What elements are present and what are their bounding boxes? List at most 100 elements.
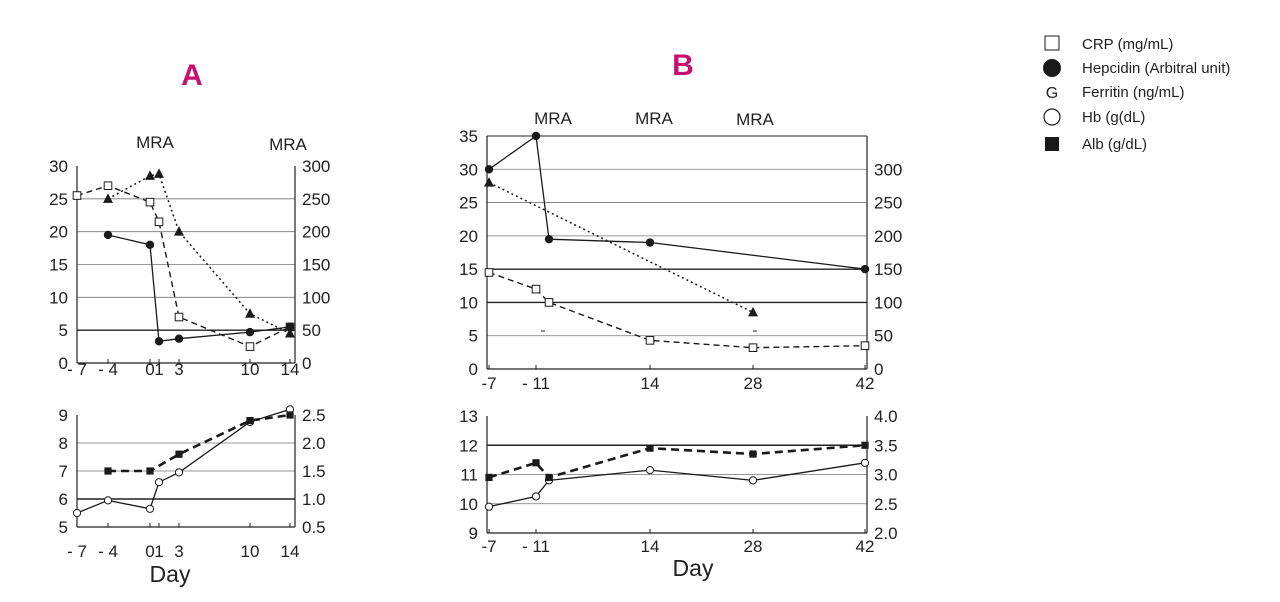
y-tick-left-label: 10 [459,293,478,312]
mra-label: MRA [136,133,174,152]
y-tick-right-label: 4.0 [874,407,898,426]
y-tick-right-label: 2.5 [302,406,326,425]
legend-marker [1043,108,1061,126]
x-tick-label: 1 [154,360,163,379]
x-tick-label: -7 [481,374,496,393]
y-tick-left-label: 20 [459,227,478,246]
y-tick-left-label: 5 [59,518,68,537]
series-line-hb-g-dl [488,462,866,508]
y-tick-left-label: 0 [59,354,68,373]
y-tick-left-label: 9 [59,406,68,425]
data-point-hepcidin-arbitral-unit [174,334,184,343]
y-tick-right-label: 100 [874,293,902,312]
y-tick-left-label: 25 [459,194,478,213]
mra-label: MRA [269,135,307,154]
x-axis-title: Day [150,561,191,587]
legend-marker [1043,59,1061,77]
legend-entry: Hb (g(dL) [1043,108,1145,126]
x-tick-label: 0 [145,360,154,379]
y-tick-right-label: 150 [302,256,330,275]
data-point-crp-mg-ml [245,342,255,351]
data-point-hb-g-dl [154,478,164,487]
x-tick-label: -7 [481,537,496,556]
legend-marker [1044,35,1060,51]
legend-entry: Alb (g/dL) [1045,136,1147,153]
legend: CRP (mg/mL) Hepcidin (Arbitral unit) G Ferr… [1043,35,1230,153]
x-tick-label: 28 [744,374,763,393]
y-tick-left-label: 5 [59,321,68,340]
y-tick-right-label: 2.0 [302,434,326,453]
data-point-hb-g-dl [484,502,494,511]
series-line-ferritin-ng-ml [488,181,754,314]
y-tick-left-label: 20 [49,223,68,242]
data-point-hepcidin-arbitral-unit [860,264,870,274]
x-tick-label: 1 [154,542,163,561]
y-tick-right-label: 3.5 [874,436,898,455]
x-tick-label: 10 [241,360,260,379]
y-tick-left-label: 13 [459,407,478,426]
data-point-alb-g-dl [286,411,294,419]
data-point-crp-mg-ml [544,298,554,307]
data-point-ferritin-ng-ml [154,168,164,178]
y-tick-left-label: 0 [469,360,478,379]
legend-marker: G [1046,85,1058,102]
y-tick-right-label: 1.0 [302,490,326,509]
mra-label: MRA [635,109,673,128]
data-point-ferritin-ng-ml [285,327,295,338]
subplot-bottom: 5 6 7 8 9 0.5 1.0 1.5 2.0 2.5 - 7 - 4 0 1 3 10 14 [59,405,326,561]
legend-label: Hb (g(dL) [1082,109,1145,126]
data-point-ferritin-ng-ml [484,177,494,187]
data-point-hb-g-dl [145,504,155,513]
y-tick-left-label: 35 [459,127,478,146]
y-tick-right-label: 2.5 [874,495,898,514]
panel-label: A [181,59,203,92]
y-tick-right-label: 300 [302,157,330,176]
y-tick-right-label: 250 [874,194,902,213]
y-tick-left-label: 5 [469,327,478,346]
y-tick-left-label: 10 [459,495,478,514]
x-tick-label: 14 [641,374,660,393]
series-line-ferritin-ng-ml [107,173,291,335]
x-tick-label: - 7 [67,360,87,379]
data-point-crp-mg-ml [145,197,155,207]
legend-entry: G Ferritin (ng/mL) [1046,84,1185,102]
x-tick-label: 14 [641,537,660,556]
panel-b: B MRA MRA MRA Day 0 5 10 15 20 25 30 35 0 50 100 150 200 2… [459,49,902,581]
panel-label: B [672,49,694,82]
data-point-hepcidin-arbitral-unit [103,230,113,240]
y-tick-left-label: 15 [49,256,68,275]
y-tick-right-label: 0 [874,360,883,379]
y-tick-right-label: 1.5 [302,462,326,481]
data-point-crp-mg-ml [748,343,758,352]
data-point-hepcidin-arbitral-unit [245,327,255,337]
mra-label: MRA [736,110,774,129]
data-point-alb-g-dl [646,444,654,452]
x-tick-label: 14 [281,360,300,379]
data-point-crp-mg-ml [154,217,164,227]
data-point-alb-g-dl [545,473,553,482]
series-line-hepcidin-arbitral-unit [107,234,291,343]
data-point-crp-mg-ml [645,336,655,345]
legend-label: Alb (g/dL) [1082,136,1147,153]
y-tick-left-label: 30 [459,160,478,179]
data-point-ferritin-ng-ml [748,306,758,317]
data-point-ferritin-ng-ml [174,226,184,236]
legend-label: Hepcidin (Arbitral unit) [1082,60,1230,77]
y-tick-left-label: 30 [49,157,68,176]
data-point-hb-g-dl [748,476,758,485]
data-point-hb-g-dl [103,496,113,505]
data-point-crp-mg-ml [174,312,184,322]
subplot-bottom: 9 10 11 12 13 2.0 2.5 3.0 3.5 4.0 -7 - 11 14 28 42 [459,407,898,556]
data-point-hepcidin-arbitral-unit [484,165,494,174]
y-tick-right-label: 200 [874,227,902,246]
x-tick-label: - 11 [522,537,550,556]
data-point-ferritin-ng-ml [145,170,155,180]
y-tick-right-label: 0 [302,354,311,373]
y-tick-right-label: 150 [874,260,902,279]
x-tick-label: - 7 [67,542,87,561]
x-tick-label: 0 [145,542,154,561]
x-tick-label: 42 [856,537,875,556]
data-point-alb-g-dl [104,467,112,475]
y-tick-right-label: 250 [302,190,330,209]
